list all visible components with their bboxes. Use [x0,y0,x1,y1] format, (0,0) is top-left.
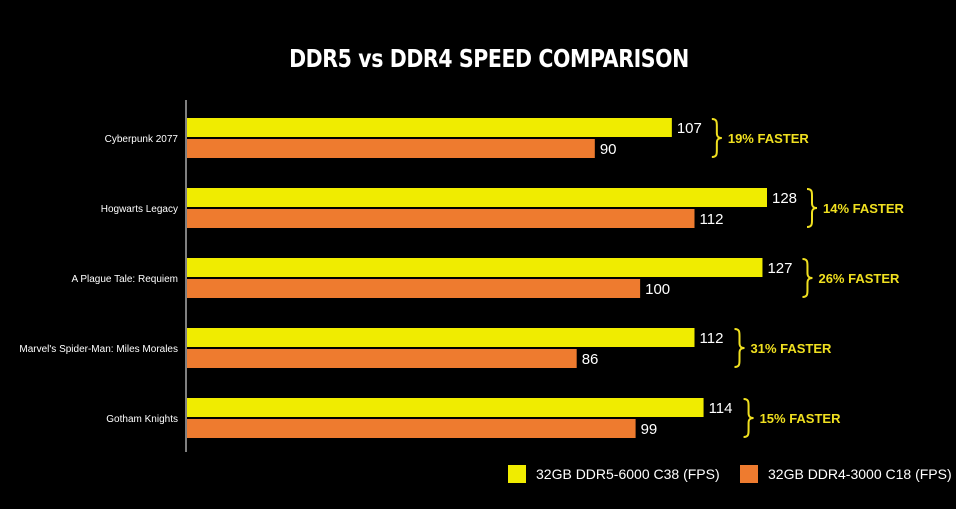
legend-label-ddr4: 32GB DDR4-3000 C18 (FPS) [768,466,952,482]
brace [743,398,754,438]
value-label: 90 [600,141,617,158]
value-label: 114 [709,400,733,417]
brace [806,188,818,228]
value-label: 112 [700,211,724,228]
bar [187,279,641,298]
brace [711,118,722,158]
category-label: A Plague Tale: Requiem [71,274,178,285]
chart-title: DDR5 vs DDR4 SPEED COMPARISON [289,44,689,73]
brace [734,328,745,368]
bar [187,398,704,417]
category-label: Cyberpunk 2077 [105,134,179,145]
bar [187,209,695,228]
value-label: 112 [700,330,724,347]
value-label: 107 [677,120,702,137]
bar [187,118,672,137]
annotation-label: 14% FASTER [823,201,905,216]
legend-swatch-ddr4 [740,465,758,483]
bar [187,349,577,368]
legend-item-ddr4: 32GB DDR4-3000 C18 (FPS) [740,464,952,484]
bar [187,188,767,207]
bar [187,328,695,347]
legend-label-ddr5: 32GB DDR5-6000 C38 (FPS) [536,466,720,482]
brace [802,258,813,298]
legend-swatch-ddr5 [508,465,526,483]
category-label: Hogwarts Legacy [101,204,178,215]
annotation-label: 19% FASTER [728,131,810,146]
value-label: 86 [582,351,599,368]
annotation-label: 15% FASTER [760,411,842,426]
bar [187,419,636,438]
annotation-label: 31% FASTER [751,341,833,356]
value-label: 99 [641,421,658,438]
legend-item-ddr5: 32GB DDR5-6000 C38 (FPS) [508,464,720,484]
category-label: Gotham Knights [106,414,178,425]
value-label: 100 [645,281,670,298]
bar [187,258,763,277]
value-label: 127 [767,260,792,277]
category-label: Marvel's Spider-Man: Miles Morales [19,344,178,355]
value-label: 128 [772,190,797,207]
bar [187,139,595,158]
annotation-label: 26% FASTER [818,271,900,286]
